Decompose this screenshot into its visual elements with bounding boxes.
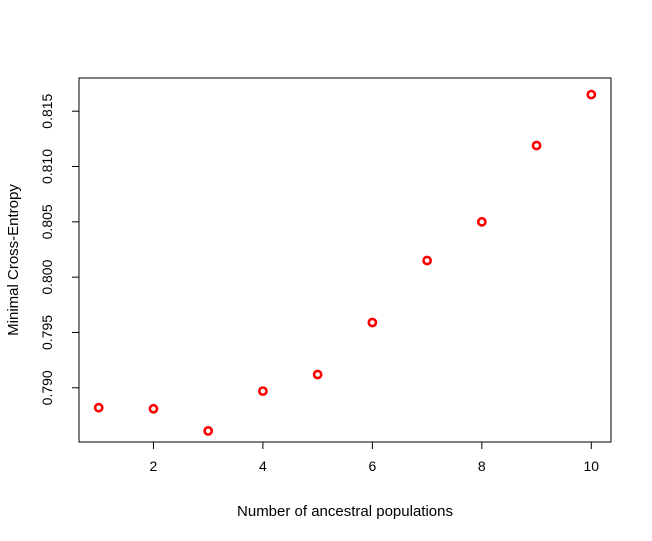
x-tick-label: 10	[584, 458, 600, 474]
data-point	[531, 140, 542, 151]
data-point	[258, 386, 268, 397]
x-tick-label: 6	[368, 458, 376, 474]
x-tick-label: 4	[259, 458, 267, 474]
data-point	[586, 89, 597, 100]
data-point	[93, 402, 104, 413]
x-axis: 2 4 6 8 10	[150, 442, 600, 474]
data-point	[476, 216, 487, 227]
plot-frame	[78, 77, 612, 443]
data-point	[367, 317, 378, 328]
data-points	[93, 89, 597, 436]
y-tick-label: 0.795	[39, 315, 55, 350]
data-point	[422, 255, 432, 266]
data-point	[312, 369, 323, 380]
y-tick-label: 0.790	[39, 370, 55, 405]
y-axis-label: Minimal Cross-Entropy	[5, 184, 22, 336]
x-axis-label: Number of ancestral populations	[237, 503, 453, 520]
x-tick-label: 8	[478, 458, 486, 474]
y-tick-label: 0.810	[39, 149, 55, 184]
y-tick-label: 0.800	[39, 259, 55, 294]
y-axis: 0.790 0.795 0.800 0.805 0.810 0.815	[39, 93, 79, 405]
data-point	[148, 403, 159, 414]
y-tick-label: 0.805	[39, 204, 55, 239]
data-point	[203, 426, 214, 436]
y-tick-label: 0.815	[39, 93, 55, 128]
x-tick-label: 2	[150, 458, 158, 474]
